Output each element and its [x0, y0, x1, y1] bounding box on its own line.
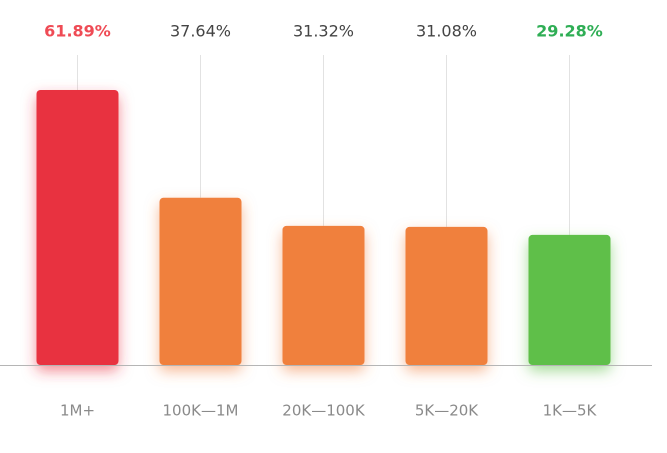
x-tick-label: 5K—20K: [415, 402, 479, 420]
bar: [282, 225, 365, 365]
value-label: 61.89%: [44, 22, 111, 41]
x-tick-label: 100K—1M: [163, 402, 239, 420]
bar: [159, 197, 242, 365]
bar: [528, 234, 611, 365]
bar: [36, 90, 119, 365]
x-tick-label: 1K—5K: [543, 402, 598, 420]
x-tick-label: 1M+: [60, 402, 95, 420]
x-tick-label: 20K—100K: [282, 402, 366, 420]
value-label: 31.32%: [293, 22, 354, 41]
value-label: 31.08%: [416, 22, 477, 41]
bar: [405, 226, 488, 365]
value-label: 29.28%: [536, 22, 603, 41]
value-label: 37.64%: [170, 22, 231, 41]
